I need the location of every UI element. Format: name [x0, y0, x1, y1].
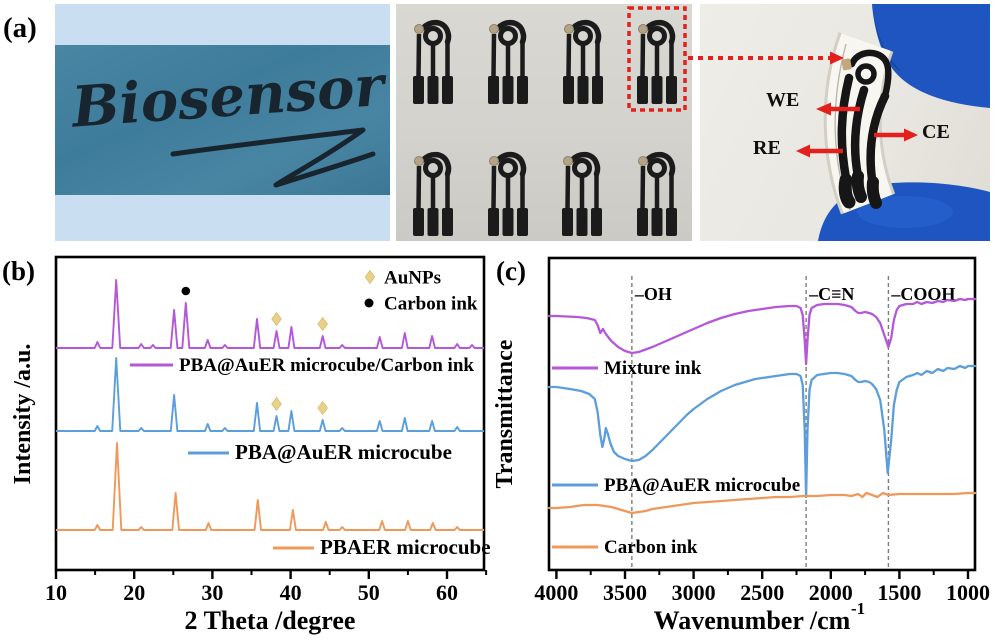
re-track-pad: [838, 173, 856, 209]
xrd-tick-label: 60: [436, 580, 458, 605]
we-label: WE: [766, 89, 800, 111]
annotation-arrows: [796, 102, 918, 158]
panel-b-label: (b): [2, 256, 35, 286]
panel-a-label: (a): [3, 12, 37, 44]
ftir-legend-label-1: PBA@AuER microcube: [604, 475, 800, 496]
xrd-frame: [54, 255, 486, 572]
xrd-tick-label: 50: [358, 580, 380, 605]
carbon-dot-marker: [181, 286, 191, 296]
ftir-chart: 4000 3500 3000 2500 2000 1500 1000 Wavenumber /…: [492, 256, 990, 635]
we-arrow-head: [816, 102, 831, 116]
ftir-trace-1: [547, 364, 977, 499]
ftir-trace-0: [547, 297, 977, 366]
ce-track-pad: [866, 176, 882, 209]
ftir-tick-label: 3000: [672, 580, 716, 605]
panel-c-label: (c): [496, 256, 526, 286]
ftir-tick-label: 3500: [603, 580, 647, 605]
ce-arrow-head: [904, 128, 918, 142]
glove-top: [870, 4, 990, 108]
re-label: RE: [753, 137, 781, 159]
ftir-annotation-label-0: –OH: [634, 284, 672, 304]
xrd-legend-label-1: PBA@AuER microcube: [235, 440, 452, 464]
signature-art: Biosensor: [55, 45, 390, 195]
xrd-x-axis-title: 2 Theta /degree: [185, 606, 356, 635]
xrd-marker-legend-label-1: Carbon ink: [384, 294, 478, 315]
xrd-y-axis-title: Intensity /a.u.: [10, 344, 36, 485]
ftir-tick-label: 4000: [534, 580, 578, 605]
ftir-legend-label-2: Carbon ink: [604, 537, 698, 558]
ce-label: CE: [922, 121, 950, 143]
signature-flourish: [170, 127, 376, 188]
tape-band-texture: [55, 45, 390, 195]
xrd-marker-legend-label-0: AuNPs: [384, 268, 441, 289]
xrd-tick-label: 20: [123, 580, 145, 605]
legend-dot-icon: [364, 298, 374, 308]
xrd-trace-1: [56, 357, 484, 432]
ftir-legend-label-0: Mixture ink: [604, 358, 702, 379]
we-ring: [855, 63, 877, 85]
aunps-diamond-marker: [317, 400, 328, 416]
xrd-chart: 10 20 30 40 50 60 2 Theta /degree Intensity /a.…: [10, 255, 490, 635]
aunps-diamond-marker: [317, 316, 328, 332]
legend-diamond-icon: [364, 269, 376, 285]
re-track: [837, 73, 854, 183]
reference-pad: [841, 58, 852, 71]
xrd-trace-2: [56, 442, 484, 531]
ftir-tick-label: 2500: [740, 580, 784, 605]
flexed-sensor-photo: WE CE RE: [700, 4, 990, 241]
we-track: [850, 85, 869, 181]
re-arrow-head: [796, 144, 810, 158]
ftir-x-axis-title: Wavenumber /cm: [654, 606, 851, 635]
electrode-array-art: [396, 6, 687, 241]
xrd-tick-label: 40: [280, 580, 302, 605]
xrd-tick-label: 30: [201, 580, 223, 605]
we-track-pad: [851, 170, 867, 203]
signature-photo: Biosensor: [55, 4, 390, 241]
ftir-annotation-label-2: –COOH: [890, 284, 955, 304]
xrd-legend-label-0: PBA@AuER microcube/Carbon ink: [179, 355, 474, 376]
aunps-diamond-marker: [271, 311, 282, 327]
xrd-trace-0: [56, 279, 484, 349]
ftir-trace-2: [547, 491, 977, 515]
ftir-annotation-label-1: –C≡N: [808, 284, 854, 304]
highlight-dashed-box: [627, 6, 687, 112]
xrd-legend-label-2: PBAER microcube: [320, 535, 490, 559]
flexed-sensor-art: [796, 4, 990, 241]
ftir-y-axis-title: Transmittance: [492, 339, 518, 488]
ftir-tick-label: 2000: [809, 580, 853, 605]
ftir-tick-label: 1500: [877, 580, 921, 605]
xrd-tick-label: 10: [45, 580, 67, 605]
electrode-array-photo: [396, 4, 692, 241]
ce-hook-track: [848, 49, 892, 100]
ftir-tick-label: 1000: [946, 580, 990, 605]
ftir-x-axis-title-superscript: -1: [851, 599, 865, 618]
aunps-diamond-marker: [271, 396, 282, 412]
